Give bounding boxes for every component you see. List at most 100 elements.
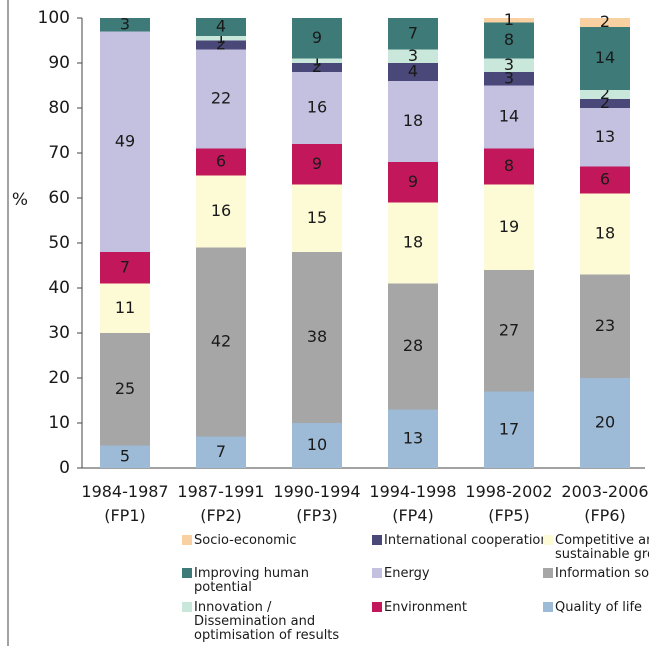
bar-segment — [100, 283, 150, 333]
legend-line: potential — [194, 580, 252, 595]
data-label: 7 — [120, 257, 130, 276]
data-label: 49 — [115, 131, 135, 150]
data-label: 2 — [600, 12, 610, 31]
legend-line: sustainable growth — [555, 547, 649, 562]
y-tick-label: 60 — [48, 188, 70, 208]
data-label: 25 — [115, 379, 135, 398]
data-label: 6 — [600, 170, 610, 189]
legend-line: Energy — [384, 566, 430, 581]
data-label: 4 — [216, 17, 226, 36]
bar-segment — [196, 436, 246, 468]
legend-swatch — [372, 535, 382, 545]
legend-swatch — [372, 568, 382, 578]
y-tick-label: 20 — [48, 368, 70, 388]
bar-segment — [292, 184, 342, 252]
x-tick-line: 1994-1998 — [369, 482, 456, 501]
bar-segment — [484, 148, 534, 185]
legend-line: Innovation / — [194, 600, 272, 615]
y-tick-label: 0 — [59, 458, 70, 478]
data-label: 23 — [595, 316, 615, 335]
x-tick-line: 1984-1987 — [81, 482, 168, 501]
data-label: 1 — [312, 50, 322, 69]
data-label: 38 — [307, 327, 327, 346]
data-label: 42 — [211, 332, 231, 351]
bar-segment — [100, 333, 150, 446]
bar-segment — [484, 58, 534, 72]
x-tick-label: 1987-1991 (FP2) — [177, 482, 264, 525]
bar-segment — [580, 378, 630, 468]
bar-segment — [388, 49, 438, 63]
data-label: 1 — [504, 10, 514, 29]
bar-segment — [580, 108, 630, 167]
y-axis-label: % — [12, 190, 28, 210]
bar-segment — [196, 148, 246, 176]
legend-line: optimisation of results — [194, 628, 339, 643]
bar-segment — [388, 409, 438, 468]
x-tick-line: 1987-1991 — [177, 482, 264, 501]
data-label: 16 — [307, 98, 327, 117]
data-label: 13 — [595, 127, 615, 146]
y-tick-label: 40 — [48, 278, 70, 298]
data-label: 5 — [120, 446, 130, 465]
data-label: 3 — [408, 46, 418, 65]
legend-swatch — [182, 535, 192, 545]
bar-segment — [292, 144, 342, 185]
data-label: 13 — [403, 428, 423, 447]
data-label: 9 — [312, 28, 322, 47]
bar-segment — [388, 63, 438, 81]
legend-label: Information society — [555, 566, 649, 581]
y-tick-label: 90 — [48, 53, 70, 73]
legend-line: Competitive and — [555, 533, 649, 548]
legend-label: International cooperation — [384, 533, 549, 548]
y-tick-label: 50 — [48, 233, 70, 253]
legend-swatch — [372, 602, 382, 612]
legend-label: Quality of life — [555, 600, 642, 615]
legend-label: Competitive andsustainable growth — [555, 533, 649, 562]
x-tick-label: 2003-2006 (FP6) — [561, 482, 648, 525]
bar-segment — [580, 99, 630, 108]
bar-segment — [292, 63, 342, 72]
legend-swatch — [543, 568, 553, 578]
bar-segment — [292, 58, 342, 63]
data-label: 7 — [216, 442, 226, 461]
bar-segment — [388, 202, 438, 284]
bar-segment — [100, 18, 150, 32]
legend-swatch — [543, 535, 553, 545]
bar-segment — [580, 27, 630, 90]
data-label: 7 — [408, 23, 418, 42]
legend-label: Improving human potential — [194, 566, 309, 595]
data-label: 2 — [312, 57, 322, 76]
data-label: 3 — [504, 55, 514, 74]
legend-line: Quality of life — [555, 600, 642, 615]
data-label: 17 — [499, 419, 519, 438]
bar-segment — [484, 22, 534, 59]
legend-swatch — [543, 602, 553, 612]
data-label: 8 — [504, 30, 514, 49]
x-tick-line: (FP3) — [296, 506, 338, 525]
data-label: 28 — [403, 336, 423, 355]
x-tick-label: 1994-1998 (FP4) — [369, 482, 456, 525]
bar-segment — [388, 18, 438, 50]
legend-line: Environment — [384, 600, 467, 615]
y-tick-label: 80 — [48, 98, 70, 118]
bar-segment — [388, 162, 438, 203]
legend-line: Dissemination and — [194, 614, 315, 629]
bar-segment — [196, 49, 246, 149]
bar-segment — [484, 72, 534, 86]
data-label: 10 — [307, 435, 327, 454]
y-tick-label: 10 — [48, 413, 70, 433]
data-label: 3 — [120, 14, 130, 33]
data-label: 1 — [216, 28, 226, 47]
x-tick-line: 1998-2002 — [465, 482, 552, 501]
data-label: 3 — [504, 68, 514, 87]
y-tick-label: 100 — [38, 8, 70, 28]
bar-segment — [100, 445, 150, 468]
x-tick-line: 1990-1994 — [273, 482, 360, 501]
x-tick-line: (FP2) — [200, 506, 242, 525]
legend-line: Information society — [555, 566, 649, 581]
data-label: 4 — [408, 62, 418, 81]
legend-swatch — [182, 602, 192, 612]
bar-segment — [484, 85, 534, 149]
data-label: 15 — [307, 208, 327, 227]
